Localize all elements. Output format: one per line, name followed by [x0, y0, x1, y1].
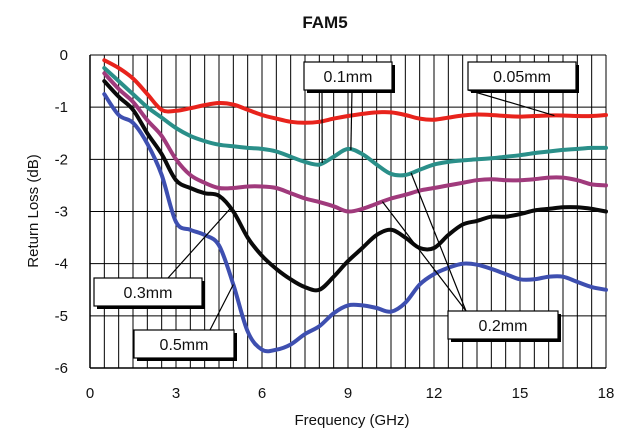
x-tick-label: 12	[426, 385, 443, 402]
annotation-callout: 0.3mm	[94, 278, 205, 309]
x-tick-label: 0	[86, 385, 94, 402]
annotation-callout: 0.2mm	[448, 311, 561, 342]
x-tick-label: 18	[598, 385, 615, 402]
y-tick-label: -2	[55, 151, 68, 168]
y-tick-label: -1	[55, 99, 68, 116]
annotation-label: 0.05mm	[493, 69, 551, 86]
x-tick-label: 15	[512, 385, 529, 402]
series-line-2	[104, 73, 606, 211]
x-tick-labels: 0 3 6 9 12 15 18	[86, 385, 615, 402]
y-tick-label: -3	[55, 204, 68, 221]
annotation-callout: 0.5mm	[134, 330, 237, 361]
annotation-leader	[168, 208, 230, 278]
annotation-label: 0.3mm	[124, 285, 173, 302]
annotation-callout: 0.1mm	[304, 62, 395, 93]
annotation-label: 0.1mm	[324, 69, 373, 86]
y-tick-label: -6	[55, 360, 68, 377]
annotation-leader	[210, 285, 233, 330]
annotation-callout: 0.05mm	[468, 62, 579, 93]
y-tick-label: 0	[60, 47, 68, 64]
y-tick-labels: 0 -1 -2 -3 -4 -5 -6	[55, 47, 68, 377]
annotation-leader	[468, 90, 554, 116]
x-tick-label: 3	[172, 385, 180, 402]
y-tick-label: -5	[55, 308, 68, 325]
annotation-label: 0.5mm	[160, 337, 209, 354]
annotation-leader	[351, 90, 352, 150]
x-tick-label: 9	[344, 385, 352, 402]
y-axis-label: Return Loss (dB)	[25, 154, 42, 267]
x-axis-label: Frequency (GHz)	[294, 412, 409, 429]
chart-title: FAM5	[302, 13, 347, 32]
y-tick-label: -4	[55, 256, 68, 273]
annotation-leader	[382, 202, 466, 311]
x-tick-label: 6	[258, 385, 266, 402]
series-line-3	[104, 81, 606, 290]
annotation-label: 0.2mm	[479, 318, 528, 335]
